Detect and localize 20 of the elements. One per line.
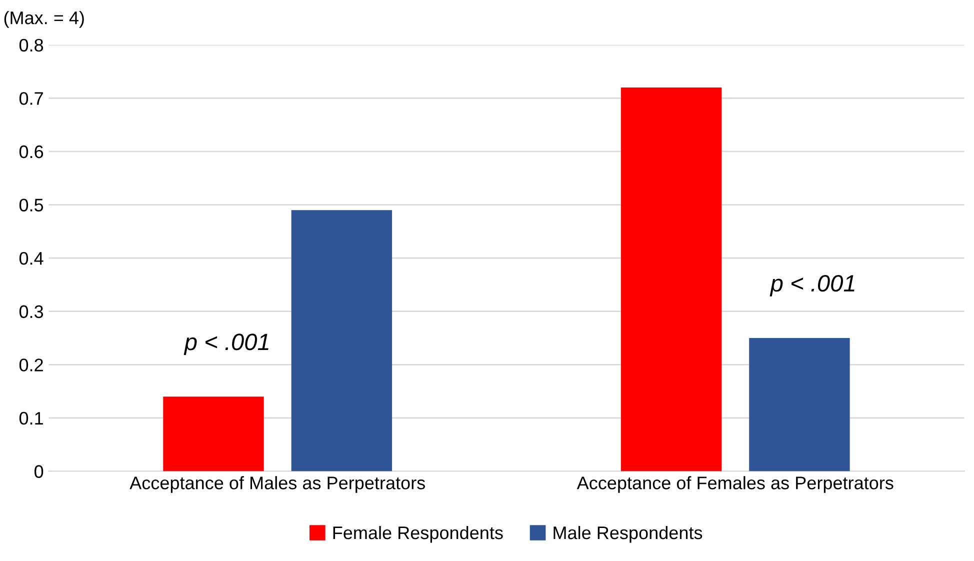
y-tick-label: 0.6 [19,145,44,158]
y-tick-label: 0.1 [19,412,43,425]
bar [749,338,850,472]
y-tick-label: 0.8 [19,38,44,52]
bar [620,88,722,472]
y-tick-label: 0.2 [19,358,43,372]
y-axis-title: (Max. = 4) [4,10,84,28]
y-tick-label: 0 [34,465,44,478]
annotation: p < .001 [184,334,268,355]
y-tick-label: 0.3 [19,305,44,318]
bar [163,396,264,472]
annotation: p < .001 [770,274,854,296]
x-tick-label: Acceptance of Males as Perpetrators [130,476,425,493]
y-tick-label: 0.5 [19,198,44,212]
legend-label: Male Respondents [554,526,702,543]
x-tick-label: Acceptance of Females as Perpetrators [576,476,894,493]
legend-label: Female Respondents [333,526,503,543]
y-tick-label: 0.4 [19,252,44,265]
y-tick-label: 0.7 [19,92,43,105]
bar [291,210,392,472]
